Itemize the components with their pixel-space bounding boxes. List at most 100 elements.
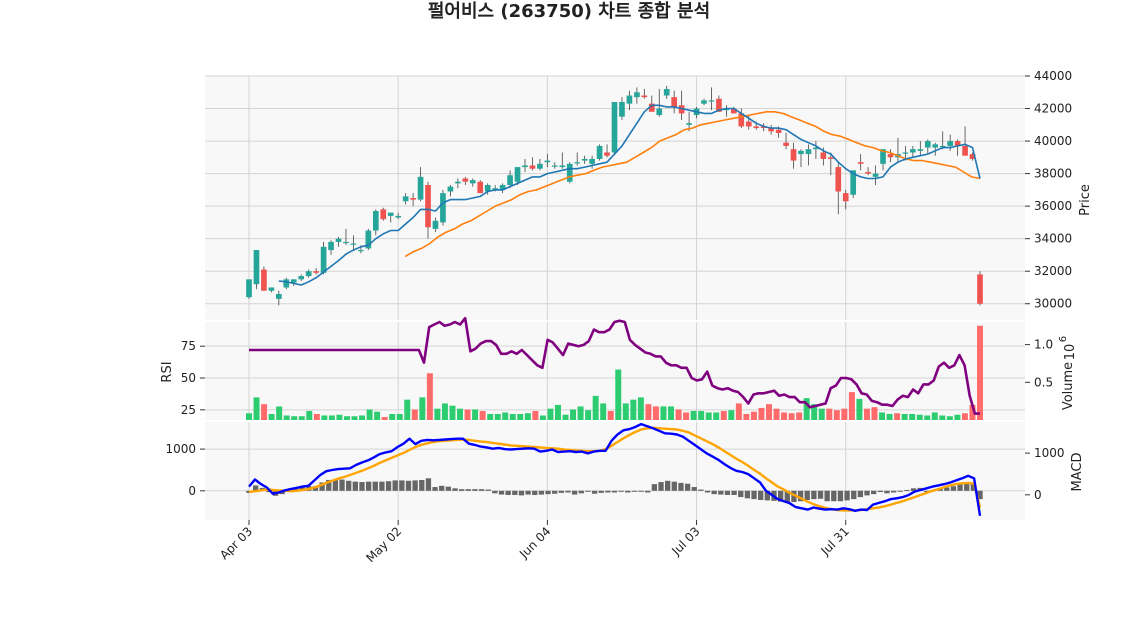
- candlesticks: [246, 85, 983, 306]
- volume-multiplier-base: 10: [1063, 344, 1078, 361]
- volume-bar: [743, 413, 750, 420]
- candle-body: [410, 198, 416, 200]
- candle-body: [798, 150, 804, 155]
- macd-hist-bar: [419, 479, 425, 491]
- volume-bar: [268, 413, 275, 420]
- macd-histogram: [246, 478, 983, 503]
- volume-bar: [554, 404, 561, 420]
- volume-bar: [811, 404, 818, 420]
- macd-hist-bar: [831, 490, 837, 502]
- candle-body: [507, 175, 513, 185]
- macd-hist-bar: [910, 488, 917, 491]
- macd-hist-bar: [724, 490, 731, 495]
- macd-hist-bar: [684, 483, 691, 491]
- candle-body: [663, 89, 670, 96]
- macd-hist-bar: [811, 490, 817, 500]
- macd-hist-bar: [492, 490, 498, 494]
- volume-bar: [592, 395, 599, 420]
- macd-hist-bar: [512, 490, 518, 495]
- macd-hist-bar: [631, 490, 638, 492]
- candle-body: [641, 95, 648, 98]
- volume-bar: [894, 413, 901, 420]
- macd-hist-bar: [432, 487, 438, 491]
- macd-hist-bar: [871, 490, 877, 495]
- macd-hist-bar: [784, 490, 790, 503]
- volume-bar: [750, 411, 757, 420]
- candle-body: [596, 145, 603, 159]
- candle-body: [566, 163, 573, 182]
- macd-hist-bar: [758, 490, 764, 500]
- candle-body: [455, 181, 461, 184]
- macd-hist-bar: [618, 490, 624, 492]
- volume-bar: [841, 408, 848, 420]
- volume-bar: [758, 407, 765, 420]
- volume-bar: [901, 413, 908, 420]
- volume-bar: [426, 373, 433, 420]
- candle-body: [820, 152, 827, 159]
- volume-bar: [848, 392, 855, 420]
- volume-bar: [698, 410, 705, 420]
- macd-hist-bar: [851, 490, 857, 500]
- volume-bar: [803, 398, 810, 420]
- volume-bar: [961, 413, 968, 420]
- volume-bar: [607, 410, 614, 420]
- candle-body: [962, 145, 968, 156]
- macd-hist-bar: [452, 488, 458, 491]
- macd-hist-bar: [731, 490, 737, 495]
- volume-bar: [735, 403, 742, 420]
- volume-bar: [833, 410, 840, 420]
- volume-bar: [374, 411, 381, 420]
- macd-hist-bar: [605, 490, 611, 493]
- volume-bar: [969, 404, 976, 420]
- indicator-lines: [248, 104, 982, 516]
- candle-body: [298, 276, 305, 280]
- volume-axis-label: Volume: [1061, 362, 1076, 410]
- candle-body: [954, 141, 961, 146]
- volume-bar: [637, 397, 644, 420]
- candle-body: [753, 126, 760, 129]
- volume-bar: [886, 413, 893, 420]
- macd-hist-bar: [558, 490, 564, 493]
- macd-hist-bar: [458, 489, 465, 491]
- macd-hist-bar: [764, 490, 771, 501]
- macd-hist-bar: [552, 490, 558, 494]
- volume-bar: [547, 408, 554, 420]
- volume-bar: [570, 409, 577, 420]
- macd-hist-bar: [565, 490, 571, 493]
- volume-bar: [562, 414, 569, 420]
- macd-hist-bar: [944, 487, 950, 491]
- candle-body: [731, 108, 737, 114]
- price-axis-label: Price: [1078, 184, 1093, 216]
- volume-bar: [954, 414, 961, 420]
- x-tick-label: May 02: [363, 524, 404, 565]
- macd-hist-bar: [738, 490, 744, 498]
- rsi-line: [249, 316, 980, 415]
- candle-body: [850, 170, 857, 195]
- macd-hist-bar: [532, 490, 538, 495]
- volume-bar: [283, 415, 290, 420]
- volume-bar: [939, 415, 946, 420]
- volume-bar: [472, 409, 479, 420]
- price-tick-label: 30000: [1034, 297, 1072, 311]
- volume-bar: [291, 416, 298, 420]
- candle-body: [365, 230, 372, 249]
- macd-left-tick-label: 0: [188, 484, 196, 498]
- candle-body: [589, 158, 595, 164]
- candle-body: [648, 103, 655, 112]
- rsi-tick-label: 75: [181, 339, 196, 353]
- price-tick-label: 32000: [1034, 264, 1072, 278]
- volume-bar: [328, 415, 335, 420]
- macd-hist-bar: [957, 484, 963, 491]
- macd-hist-bar: [864, 490, 870, 496]
- volume-bar: [916, 414, 923, 420]
- candle-body: [969, 154, 976, 159]
- macd-hist-bar: [598, 490, 604, 493]
- macd-hist-bar: [425, 478, 432, 491]
- grid-lines: [205, 75, 1025, 520]
- volume-bar: [441, 403, 448, 420]
- candle-body: [462, 178, 469, 182]
- macd-hist-bar: [904, 489, 910, 491]
- volume-bar: [924, 415, 931, 420]
- macd-hist-bar: [924, 490, 930, 493]
- candle-body: [335, 238, 342, 242]
